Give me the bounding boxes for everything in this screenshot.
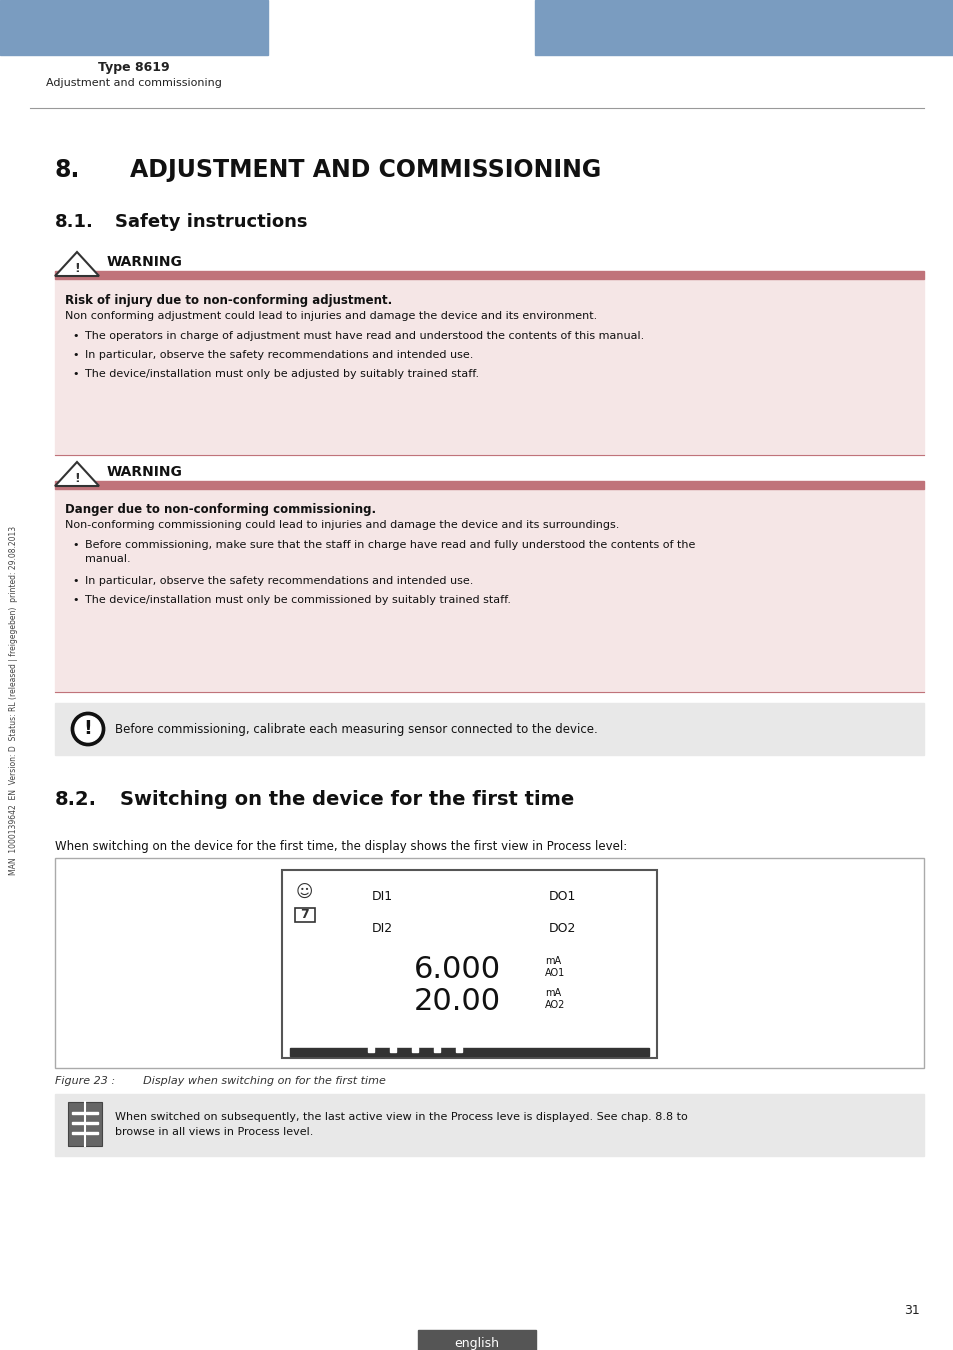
Text: !: ! [84, 720, 92, 738]
Polygon shape [55, 252, 99, 275]
Text: DO1: DO1 [548, 890, 575, 903]
Text: !: ! [74, 262, 80, 274]
Text: WARNING: WARNING [107, 464, 183, 479]
Text: Switching on the device for the first time: Switching on the device for the first ti… [120, 790, 574, 809]
Bar [687, 16, 696, 20]
Bar [579, 16, 587, 20]
Bar [456, 1048, 461, 1052]
Polygon shape [55, 462, 99, 486]
Bar [282, 869, 657, 1058]
Bar [616, 16, 623, 20]
Text: 7: 7 [300, 909, 309, 922]
Text: Before commissioning, calibrate each measuring sensor connected to the device.: Before commissioning, calibrate each mea… [115, 722, 598, 736]
Bar [592, 16, 599, 20]
Text: mA: mA [544, 988, 560, 998]
Text: Figure 23 :        Display when switching on for the first time: Figure 23 : Display when switching on fo… [55, 1076, 385, 1085]
Text: Danger due to non-conforming commissioning.: Danger due to non-conforming commissioni… [65, 504, 375, 516]
Bar [55, 859, 923, 1068]
Text: The device/installation must only be adjusted by suitably trained staff.: The device/installation must only be adj… [85, 369, 478, 379]
Text: manual.: manual. [85, 554, 131, 564]
Text: Before commissioning, make sure that the staff in charge have read and fully und: Before commissioning, make sure that the… [85, 540, 695, 549]
Bar [55, 279, 923, 455]
Text: Non-conforming commissioning could lead to injuries and damage the device and it: Non-conforming commissioning could lead … [65, 520, 618, 531]
Text: Risk of injury due to non-conforming adjustment.: Risk of injury due to non-conforming adj… [65, 294, 392, 306]
Bar [663, 16, 671, 20]
Text: !: ! [74, 471, 80, 485]
Bar [71, 1122, 84, 1125]
Bar [55, 271, 923, 279]
Text: Non conforming adjustment could lead to injuries and damage the device and its e: Non conforming adjustment could lead to … [65, 310, 597, 321]
Bar [412, 1048, 417, 1052]
Bar [639, 16, 647, 20]
Text: 8.2.: 8.2. [55, 790, 97, 809]
Bar [86, 1133, 98, 1134]
Bar [55, 703, 923, 755]
Text: When switching on the device for the first time, the display shows the first vie: When switching on the device for the fir… [55, 840, 626, 853]
Text: WARNING: WARNING [107, 255, 183, 269]
Bar [290, 1048, 648, 1056]
Bar [68, 1102, 102, 1146]
Bar [71, 1133, 84, 1134]
Text: AO1: AO1 [544, 968, 565, 977]
Text: ADJUSTMENT AND COMMISSIONING: ADJUSTMENT AND COMMISSIONING [130, 158, 600, 182]
Text: When switched on subsequently, the last active view in the Process leve is displ: When switched on subsequently, the last … [115, 1112, 687, 1122]
Text: •: • [71, 595, 78, 605]
Bar [55, 481, 923, 489]
Text: ☺: ☺ [295, 883, 313, 900]
Text: 6.000: 6.000 [413, 956, 500, 984]
Text: In particular, observe the safety recommendations and intended use.: In particular, observe the safety recomm… [85, 576, 473, 586]
Bar [86, 1122, 98, 1125]
Text: •: • [71, 576, 78, 586]
Text: The device/installation must only be commissioned by suitably trained staff.: The device/installation must only be com… [85, 595, 511, 605]
Text: mA: mA [544, 956, 560, 967]
Bar [434, 1048, 439, 1052]
Bar [651, 16, 659, 20]
Bar [55, 489, 923, 693]
Text: 8.: 8. [55, 158, 80, 182]
Text: Safety instructions: Safety instructions [115, 213, 307, 231]
Bar [390, 1048, 395, 1052]
Text: browse in all views in Process level.: browse in all views in Process level. [115, 1127, 313, 1137]
Text: 20.00: 20.00 [413, 987, 500, 1017]
Text: AO2: AO2 [544, 1000, 565, 1010]
Text: Adjustment and commissioning: Adjustment and commissioning [46, 78, 222, 88]
Text: FLUID CONTROL SYSTEMS: FLUID CONTROL SYSTEMS [649, 47, 748, 57]
Text: Type 8619: Type 8619 [98, 61, 170, 73]
Text: 8.1.: 8.1. [55, 213, 93, 231]
Text: 31: 31 [903, 1304, 919, 1316]
Bar [621, 16, 636, 20]
Text: DI1: DI1 [371, 890, 392, 903]
Bar [55, 1094, 923, 1156]
Text: •: • [71, 331, 78, 342]
Circle shape [71, 713, 104, 745]
Bar [71, 1112, 84, 1114]
Bar [0, 0, 268, 55]
Circle shape [75, 716, 101, 742]
Bar [535, 0, 953, 55]
Text: •: • [71, 350, 78, 360]
Text: DI2: DI2 [371, 922, 392, 934]
Text: english: english [454, 1336, 499, 1350]
Bar [86, 1112, 98, 1114]
Text: In particular, observe the safety recommendations and intended use.: In particular, observe the safety recomm… [85, 350, 473, 360]
Text: •: • [71, 540, 78, 549]
Text: DO2: DO2 [548, 922, 575, 934]
Bar [603, 16, 612, 20]
Text: MAN  1000139642  EN  Version: D  Status: RL (released | freigegeben)  printed: 2: MAN 1000139642 EN Version: D Status: RL … [10, 525, 18, 875]
Text: bürkert: bürkert [649, 30, 755, 54]
Bar [676, 16, 683, 20]
Bar [417, 1330, 536, 1350]
Bar [368, 1048, 374, 1052]
Text: The operators in charge of adjustment must have read and understood the contents: The operators in charge of adjustment mu… [85, 331, 643, 342]
Text: •: • [71, 369, 78, 379]
